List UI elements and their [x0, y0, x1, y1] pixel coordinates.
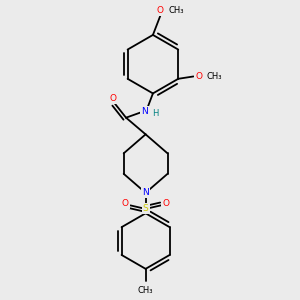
Text: O: O [195, 72, 202, 81]
Text: H: H [152, 110, 158, 118]
Text: O: O [163, 199, 170, 208]
Text: O: O [122, 199, 129, 208]
Text: CH₃: CH₃ [206, 72, 221, 81]
Text: CH₃: CH₃ [138, 286, 153, 296]
Text: N: N [141, 107, 148, 116]
Text: CH₃: CH₃ [168, 6, 184, 15]
Text: N: N [142, 188, 149, 197]
Text: O: O [157, 6, 164, 15]
Text: S: S [143, 204, 148, 213]
Text: O: O [110, 94, 117, 103]
